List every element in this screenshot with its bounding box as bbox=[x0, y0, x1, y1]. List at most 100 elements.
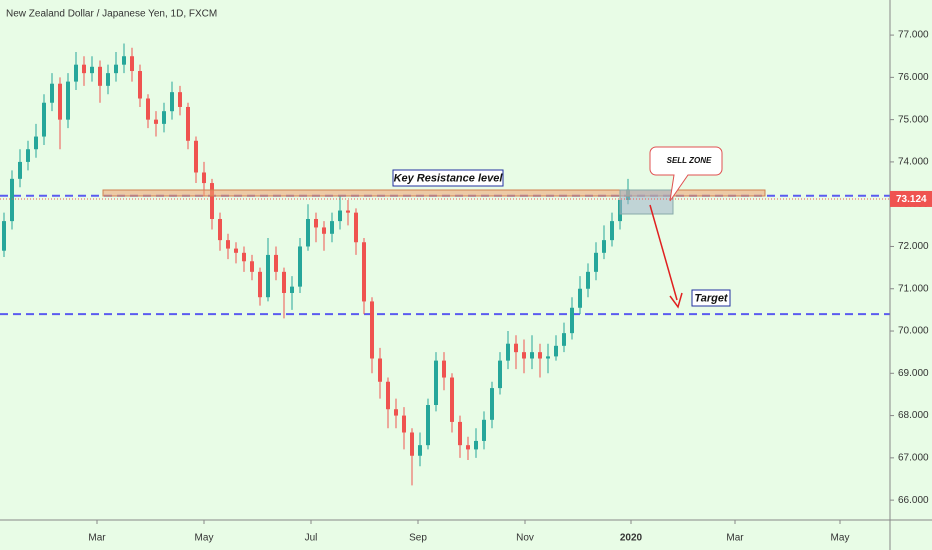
candle-body bbox=[130, 56, 134, 72]
candle-body bbox=[58, 83, 62, 120]
candle-body bbox=[290, 286, 294, 293]
candle-body bbox=[474, 440, 478, 450]
x-tick-label: Mar bbox=[88, 533, 106, 544]
x-tick-label: Mar bbox=[726, 533, 744, 544]
candle-body bbox=[394, 409, 398, 416]
candle-body bbox=[498, 360, 502, 389]
candle-body bbox=[346, 210, 350, 213]
candle-body bbox=[202, 172, 206, 184]
x-tick-label: 2020 bbox=[620, 533, 643, 544]
candle-body bbox=[578, 288, 582, 308]
candle-body bbox=[146, 98, 150, 120]
candle-body bbox=[546, 356, 550, 359]
candle-body bbox=[370, 301, 374, 359]
last-price-box bbox=[890, 190, 932, 207]
candle-body bbox=[322, 227, 326, 234]
candle-body bbox=[242, 252, 246, 262]
candle-body bbox=[418, 445, 422, 456]
plot bbox=[0, 43, 890, 486]
candle-body bbox=[90, 66, 94, 74]
candle-body bbox=[434, 360, 438, 406]
candle-body bbox=[378, 358, 382, 382]
candle-body bbox=[386, 381, 390, 410]
candle-body bbox=[170, 92, 174, 112]
candle-body bbox=[186, 106, 190, 141]
candle-body bbox=[330, 221, 334, 234]
candle-body bbox=[506, 343, 510, 361]
y-tick-label: 68.000 bbox=[898, 410, 929, 421]
candle-body bbox=[250, 261, 254, 272]
candle-body bbox=[50, 83, 54, 103]
x-tick-label: May bbox=[831, 533, 850, 544]
y-tick-label: 77.000 bbox=[898, 30, 929, 41]
candle-body bbox=[98, 66, 102, 86]
candle-body bbox=[466, 445, 470, 450]
candle-body bbox=[402, 415, 406, 433]
candle-body bbox=[82, 64, 86, 74]
candle-body bbox=[426, 405, 430, 446]
y-tick-label: 74.000 bbox=[898, 157, 929, 168]
candle-body bbox=[114, 64, 118, 74]
candle-body bbox=[258, 271, 262, 298]
candle-body bbox=[282, 271, 286, 293]
candle-body bbox=[138, 71, 142, 99]
candle-body bbox=[450, 377, 454, 422]
y-tick-label: 69.000 bbox=[898, 368, 929, 379]
candle-body bbox=[306, 218, 310, 247]
candle-body bbox=[218, 218, 222, 241]
target-arrow bbox=[649, 204, 678, 301]
candle-body bbox=[122, 56, 126, 65]
resistance-label: Key Resistance level bbox=[394, 172, 504, 184]
candle-body bbox=[314, 218, 318, 228]
candle-body bbox=[226, 240, 230, 249]
candle-body bbox=[34, 136, 38, 150]
candle-body bbox=[234, 248, 238, 253]
x-tick-label: Sep bbox=[409, 533, 427, 544]
candle-body bbox=[162, 111, 166, 124]
target-label: Target bbox=[694, 292, 729, 304]
candle-body bbox=[586, 271, 590, 289]
y-tick-label: 72.000 bbox=[898, 241, 929, 252]
candle-body bbox=[458, 421, 462, 446]
candle-body bbox=[2, 221, 6, 251]
x-tick-label: May bbox=[195, 533, 214, 544]
y-tick-label: 76.000 bbox=[898, 72, 929, 83]
y-tick-label: 70.000 bbox=[898, 326, 929, 337]
candle-body bbox=[482, 419, 486, 441]
candle-body bbox=[338, 210, 342, 222]
resistance-zone bbox=[102, 189, 766, 197]
resistance-label-box bbox=[392, 169, 504, 187]
candle-body bbox=[554, 345, 558, 357]
y-tick-label: 67.000 bbox=[898, 452, 929, 463]
sell-zone-label: SELL ZONE bbox=[667, 156, 712, 165]
candle-body bbox=[106, 73, 110, 86]
candle-body bbox=[594, 252, 598, 272]
y-tick-label: 71.000 bbox=[898, 283, 929, 294]
candle-body bbox=[178, 92, 182, 107]
candle-body bbox=[362, 242, 366, 302]
candle-body bbox=[610, 221, 614, 241]
candle-body bbox=[210, 183, 214, 219]
candle-body bbox=[26, 149, 30, 162]
candle-body bbox=[562, 333, 566, 346]
x-tick-label: Jul bbox=[305, 533, 318, 544]
candle-body bbox=[442, 360, 446, 378]
candle-body bbox=[490, 388, 494, 420]
candle-body bbox=[18, 161, 22, 179]
y-tick-label: 75.000 bbox=[898, 114, 929, 125]
candle-body bbox=[274, 254, 278, 272]
candle-body bbox=[530, 352, 534, 359]
candle-body bbox=[10, 178, 14, 222]
chart-title: New Zealand Dollar / Japanese Yen, 1D, F… bbox=[6, 9, 217, 20]
sell-zone-callout bbox=[649, 146, 723, 202]
candle-body bbox=[74, 64, 78, 82]
y-tick-label: 66.000 bbox=[898, 495, 929, 506]
candle-body bbox=[522, 352, 526, 359]
x-tick-label: Nov bbox=[516, 533, 534, 544]
last-price-label: 73.124 bbox=[896, 194, 927, 205]
candle-body bbox=[602, 240, 606, 253]
candle-body bbox=[514, 343, 518, 353]
